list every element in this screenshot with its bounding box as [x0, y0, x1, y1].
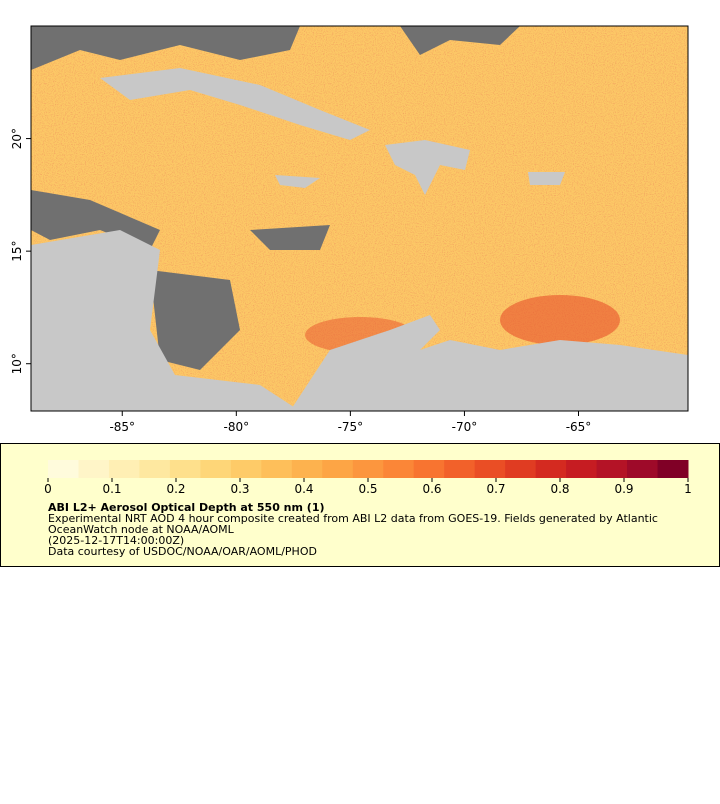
x-tick-label: -65°: [566, 420, 592, 434]
colorbar-swatch: [596, 460, 628, 478]
cloud: [400, 26, 520, 55]
colorbar-tick-label: 0.2: [166, 482, 185, 496]
legend-line: Data courtesy of USDOC/NOAA/OAR/AOML/PHO…: [48, 545, 317, 558]
colorbar-tick-label: 0: [44, 482, 52, 496]
colorbar-tick-label: 0.3: [230, 482, 249, 496]
legend-line: OceanWatch node at NOAA/AOML: [48, 523, 235, 536]
colorbar-tick-label: 1: [684, 482, 692, 496]
colorbar-tick-label: 0.1: [102, 482, 121, 496]
land-cuba: [100, 68, 370, 140]
colorbar-swatch: [48, 460, 79, 478]
cloud: [150, 270, 240, 370]
land-puerto-rico: [528, 172, 565, 185]
x-tick-label: -75°: [338, 420, 364, 434]
colorbar-tick-label: 0.7: [486, 482, 505, 496]
axes: -85° -80° -75° -70° -65° 10° 15° 20°: [10, 128, 591, 434]
colorbar-swatch: [444, 460, 476, 478]
colorbar-swatch: [566, 460, 598, 478]
colorbar-swatch: [413, 460, 445, 478]
colorbar-swatch: [200, 460, 232, 478]
colorbar-swatch: [535, 460, 567, 478]
land-hispaniola: [385, 140, 470, 195]
colorbar-swatch: [108, 460, 140, 478]
colorbar-swatch: [291, 460, 323, 478]
map: [31, 26, 688, 411]
land-jamaica: [275, 175, 320, 188]
legend-line: (2025-12-17T14:00:00Z): [48, 534, 184, 547]
cloud: [31, 26, 300, 70]
x-tick-label: -85°: [109, 420, 135, 434]
colorbar: 0 0.1 0.2 0.3 0.4 0.5 0.6 0.7 0.8 0.9 1: [44, 460, 692, 496]
colorbar-tick-label: 0.9: [614, 482, 633, 496]
colorbar-swatch: [505, 460, 537, 478]
land-south-america: [290, 315, 688, 411]
y-tick-label: 10°: [10, 353, 24, 374]
colorbar-swatch: [322, 460, 354, 478]
x-tick-label: -70°: [452, 420, 478, 434]
colorbar-swatch: [169, 460, 201, 478]
y-tick-label: 15°: [10, 241, 24, 262]
colorbar-swatch: [230, 460, 262, 478]
aod-high: [500, 295, 620, 345]
y-tick-label: 20°: [10, 128, 24, 149]
map-frame: [30, 25, 689, 412]
colorbar-swatch: [383, 460, 415, 478]
colorbar-swatch: [352, 460, 384, 478]
colorbar-tick-label: 0.6: [422, 482, 441, 496]
colorbar-swatch: [139, 460, 171, 478]
x-tick-label: -80°: [224, 420, 250, 434]
colorbar-tick-label: 0.4: [294, 482, 313, 496]
legend-title: ABI L2+ Aerosol Optical Depth at 550 nm …: [48, 501, 325, 514]
colorbar-tick-label: 0.5: [358, 482, 377, 496]
colorbar-swatch: [474, 460, 506, 478]
colorbar-swatch: [627, 460, 659, 478]
colorbar-tick-label: 0.8: [550, 482, 569, 496]
legend-line: Experimental NRT AOD 4 hour composite cr…: [48, 512, 658, 525]
colorbar-swatch: [657, 460, 689, 478]
cloud: [250, 225, 330, 250]
colorbar-swatch: [78, 460, 110, 478]
land-central-america: [31, 230, 300, 411]
colorbar-swatch: [261, 460, 293, 478]
